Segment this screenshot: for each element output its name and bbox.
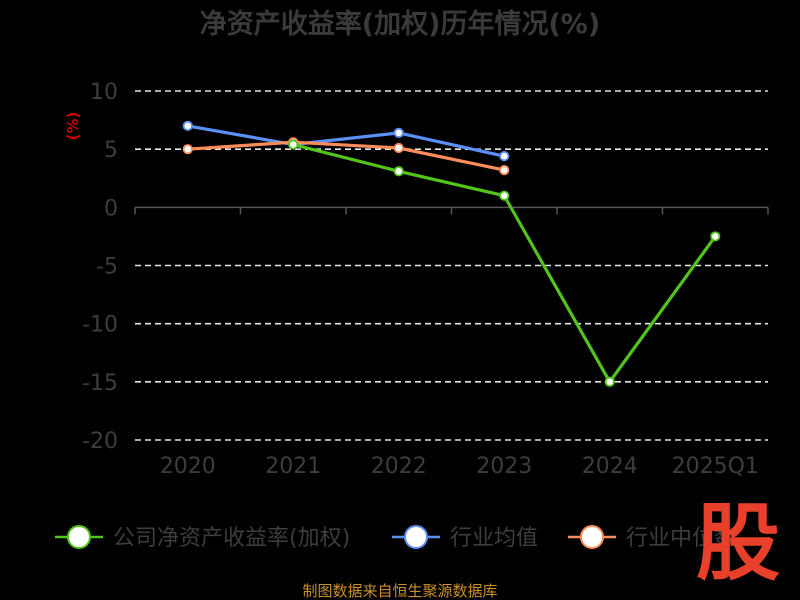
series-lines: [182, 120, 721, 387]
data-point: [288, 139, 299, 150]
x-tick-label: 2025Q1: [672, 454, 759, 479]
y-tick-label: -15: [82, 371, 118, 396]
y-axis-ticks: 10 5 0 -5 -10 -15 -20: [82, 80, 118, 454]
legend-swatch-marker: [580, 525, 604, 549]
data-point: [499, 151, 510, 162]
x-axis-ticks: 2020 2021 2022 2023 2024 2025Q1: [160, 454, 759, 479]
legend-swatch-marker: [67, 525, 91, 549]
legend-item[interactable]: 行业均值: [392, 525, 538, 551]
y-tick-label: 5: [104, 138, 118, 163]
data-point: [393, 142, 404, 154]
data-point: [710, 231, 721, 242]
y-tick-label: -5: [96, 255, 118, 280]
data-point: [393, 127, 404, 138]
series-line: [292, 142, 717, 384]
data-point: [604, 376, 615, 387]
legend-label: 行业中位数: [626, 526, 736, 551]
x-tick-label: 2020: [160, 454, 216, 479]
y-tick-label: -20: [82, 429, 118, 454]
data-point: [182, 120, 193, 132]
legend-label: 行业均值: [450, 526, 538, 551]
x-tick-label: 2022: [371, 454, 427, 479]
legend-item[interactable]: 行业中位数: [568, 525, 736, 551]
series-line: [187, 140, 505, 172]
series-1: [182, 120, 510, 162]
chart-title: 净资产收益率(加权)历年情况(%): [200, 8, 600, 40]
series-0: [288, 139, 721, 387]
y-tick-label: -10: [82, 313, 118, 338]
legend-swatch-marker: [404, 525, 428, 549]
legend-label: 公司净资产收益率(加权): [113, 526, 350, 551]
y-axis-unit-label: (%): [64, 112, 82, 141]
data-point: [393, 166, 404, 177]
x-tick-label: 2023: [476, 454, 532, 479]
source-note: 制图数据来自恒生聚源数据库: [302, 582, 497, 600]
legend-item[interactable]: 公司净资产收益率(加权): [55, 525, 350, 551]
series-2: [182, 137, 510, 176]
data-point: [499, 190, 510, 201]
series-line: [187, 124, 505, 158]
y-tick-label: 10: [90, 80, 118, 105]
grid-lines: [135, 90, 768, 441]
data-point: [499, 165, 510, 176]
x-axis: [134, 206, 769, 215]
x-tick-label: 2024: [582, 454, 638, 479]
x-tick-label: 2021: [265, 454, 321, 479]
data-point: [182, 144, 193, 155]
y-tick-label: 0: [104, 196, 118, 221]
watermark-logo: 股: [696, 494, 780, 592]
legend[interactable]: 公司净资产收益率(加权) 行业均值 行业中位数: [55, 525, 736, 551]
